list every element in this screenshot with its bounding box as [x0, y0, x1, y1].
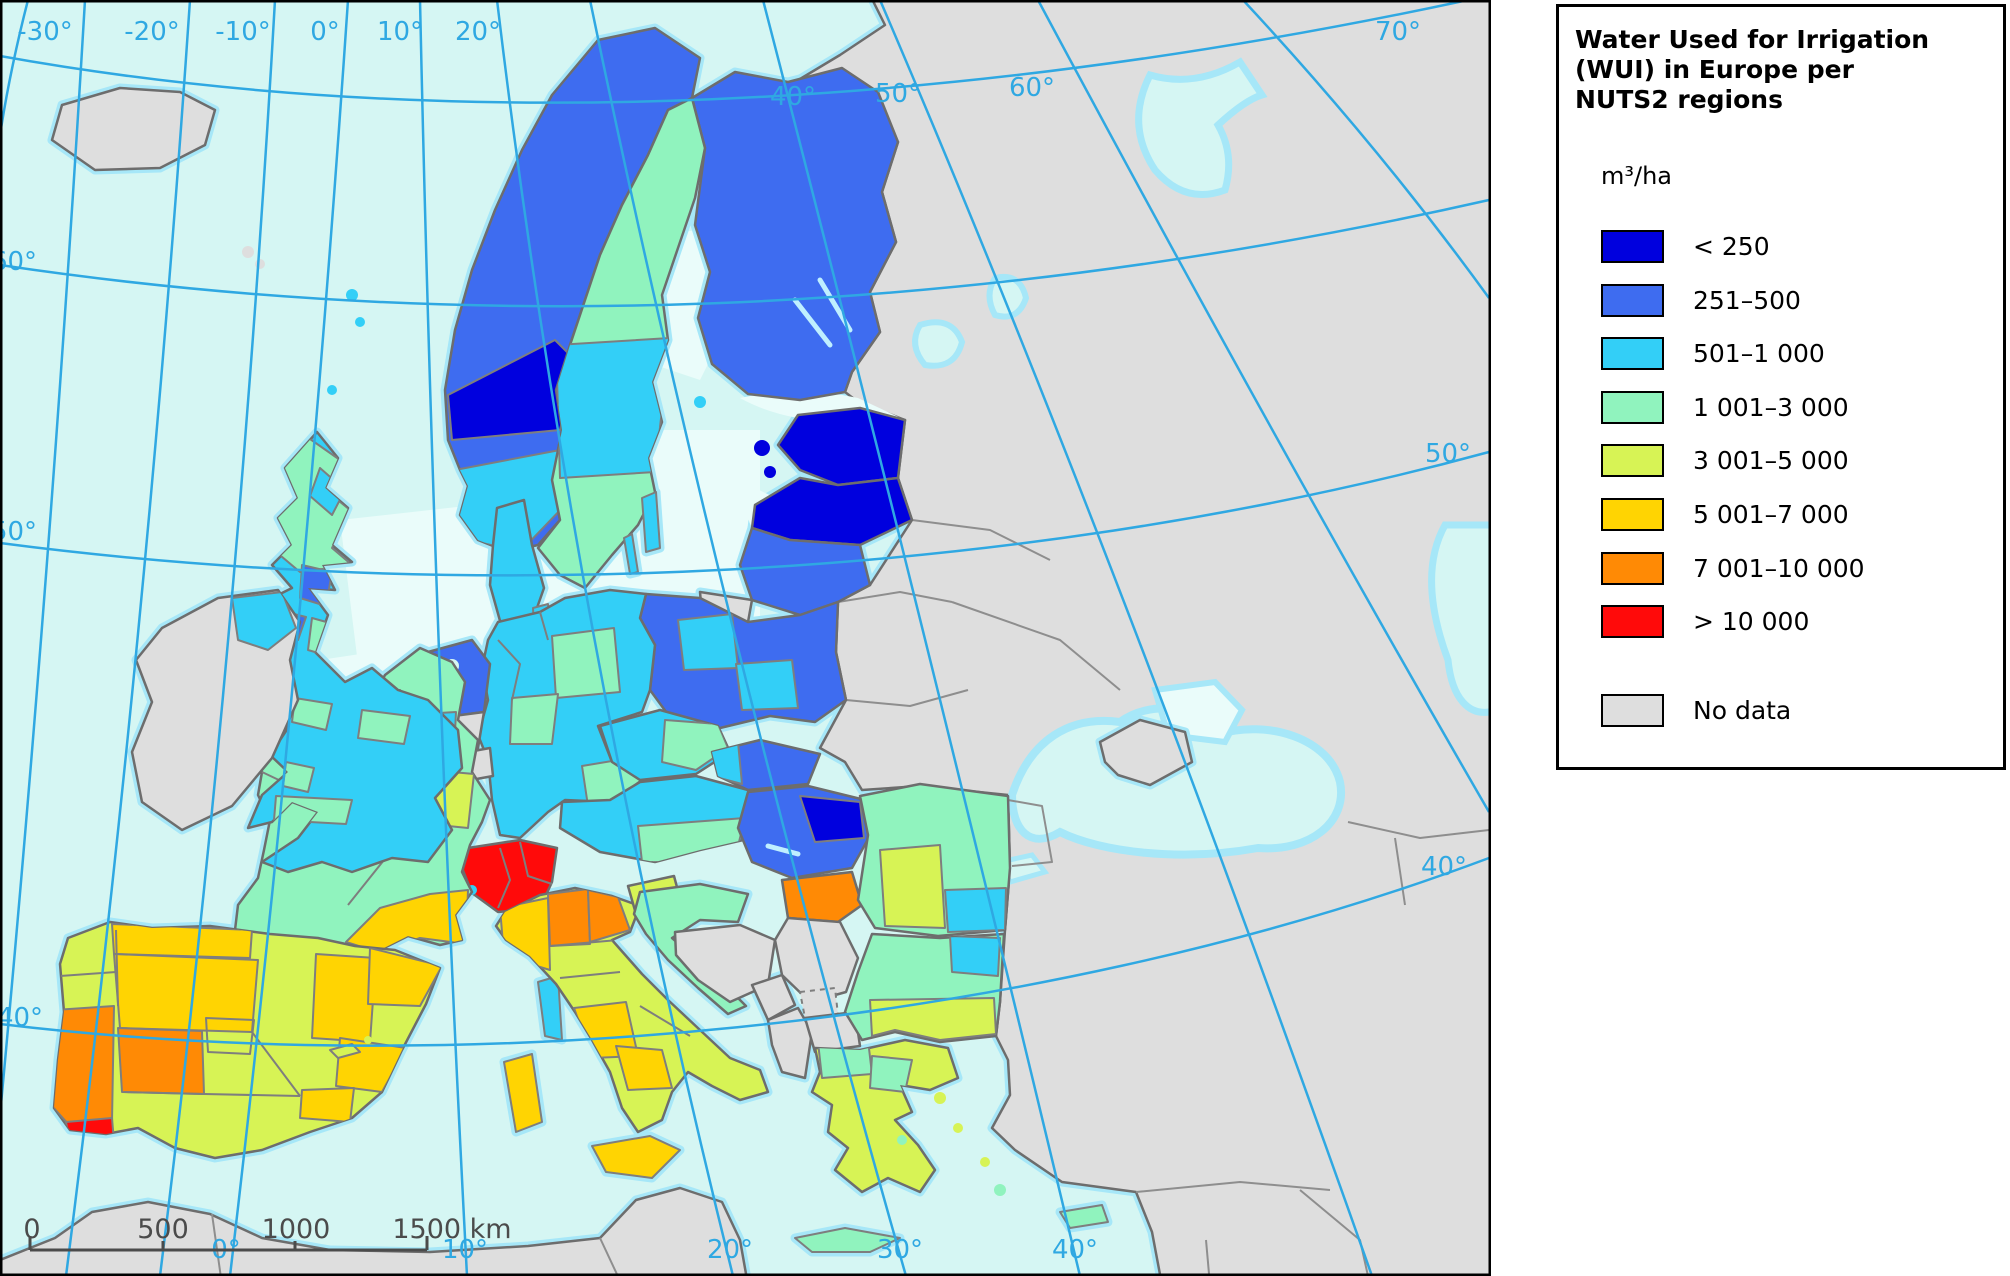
graticule-label: 10° — [442, 1235, 488, 1265]
legend-title-line2: (WUI) in Europe per — [1575, 55, 1854, 84]
region-norway — [443, 26, 702, 554]
legend-item: 3 001–5 000 — [1559, 444, 2009, 477]
scale-bar-labels: 0 500 1000 1500 km — [23, 1214, 511, 1245]
graticule-label: 20° — [707, 1235, 753, 1265]
legend-swatch — [1601, 444, 1664, 477]
legend-item: 7 001–10 000 — [1559, 552, 2009, 585]
region-italy — [494, 886, 770, 1179]
nodata-country-borders — [211, 519, 1490, 1276]
graticule-label: 70° — [1375, 17, 1421, 47]
graticule-label: 20° — [455, 17, 501, 47]
legend-label: 5 001–7 000 — [1693, 500, 1849, 529]
region-romania — [856, 782, 1012, 938]
legend-title: Water Used for Irrigation (WUI) in Europ… — [1575, 25, 1995, 115]
map-frame — [0, 0, 1491, 1276]
graticule-label: -20° — [124, 17, 179, 47]
scale-bar-label: 1500 km — [392, 1214, 511, 1245]
scale-bar — [28, 1236, 429, 1252]
region-greece — [794, 1038, 1109, 1253]
legend-swatch — [1601, 391, 1664, 424]
legend-swatch — [1601, 337, 1664, 370]
legend-swatch — [1601, 552, 1664, 585]
graticule-label: -10° — [215, 17, 270, 47]
graticule-label: 60° — [1009, 73, 1055, 103]
legend-swatch — [1601, 284, 1664, 317]
legend-title-line3: NUTS2 regions — [1575, 85, 1783, 114]
legend-label: 3 001–5 000 — [1693, 446, 1849, 475]
graticule-label: 40° — [770, 82, 816, 112]
legend-label: 501–1 000 — [1693, 339, 1825, 368]
region-ireland — [130, 588, 302, 832]
graticule-label: 50° — [0, 517, 37, 547]
legend-label: < 250 — [1693, 232, 1770, 261]
graticule-label: 40° — [1421, 852, 1467, 882]
graticule-label: 40° — [1052, 1235, 1098, 1265]
legend-item: 5 001–7 000 — [1559, 498, 2009, 531]
legend-item: < 250 — [1559, 230, 2009, 263]
graticule-label: 50° — [875, 79, 921, 109]
legend-label: No data — [1693, 696, 1792, 725]
graticule-label: 10° — [377, 17, 423, 47]
legend-item: 501–1 000 — [1559, 337, 2009, 370]
legend-panel: Water Used for Irrigation (WUI) in Europ… — [1556, 4, 2006, 770]
legend-swatch — [1601, 230, 1664, 263]
legend-label: 7 001–10 000 — [1693, 554, 1865, 583]
legend-item: 251–500 — [1559, 284, 2009, 317]
map-canvas: -30° -20° -10° 0° 10° 20° 40° 50° 60° 70° 60° 50° 40… — [0, 0, 1491, 1276]
legend-swatch — [1601, 694, 1664, 727]
scale-bar-label: 500 — [137, 1214, 189, 1245]
region-hungary — [736, 784, 874, 880]
legend-swatch — [1601, 605, 1664, 638]
region-bulgaria — [843, 932, 1006, 1044]
graticule-lines — [0, 0, 1491, 1276]
scale-bar-label: 0 — [23, 1214, 40, 1245]
legend-unit: m³/ha — [1601, 162, 1673, 190]
legend-item: 1 001–3 000 — [1559, 391, 2009, 424]
graticule-label: 40° — [0, 1003, 43, 1033]
scale-bar-label: 1000 — [262, 1214, 331, 1245]
region-czechia — [598, 708, 732, 782]
graticule-label: 50° — [1425, 439, 1471, 469]
region-baltics — [698, 406, 914, 624]
graticule-label: 30° — [877, 1235, 923, 1265]
graticule-label: -30° — [17, 17, 72, 47]
graticule-label: 60° — [0, 247, 37, 277]
legend-label: > 10 000 — [1693, 607, 1810, 636]
legend-item-no-data: No data — [1559, 694, 2009, 727]
legend-label: 251–500 — [1693, 286, 1801, 315]
inland-seas — [740, 62, 1491, 885]
graticule-label: 0° — [310, 17, 340, 47]
legend-title-line1: Water Used for Irrigation — [1575, 25, 1930, 54]
europe-map: -30° -20° -10° 0° 10° 20° 40° 50° 60° 70° 60° 50° 40… — [0, 0, 1491, 1276]
graticule-labels: -30° -20° -10° 0° 10° 20° 40° 50° 60° 70° 60° 50° 40… — [0, 17, 1471, 1265]
crimea — [1098, 718, 1194, 787]
legend-item: > 10 000 — [1559, 605, 2009, 638]
legend-swatch — [1601, 498, 1664, 531]
legend-label: 1 001–3 000 — [1693, 393, 1849, 422]
